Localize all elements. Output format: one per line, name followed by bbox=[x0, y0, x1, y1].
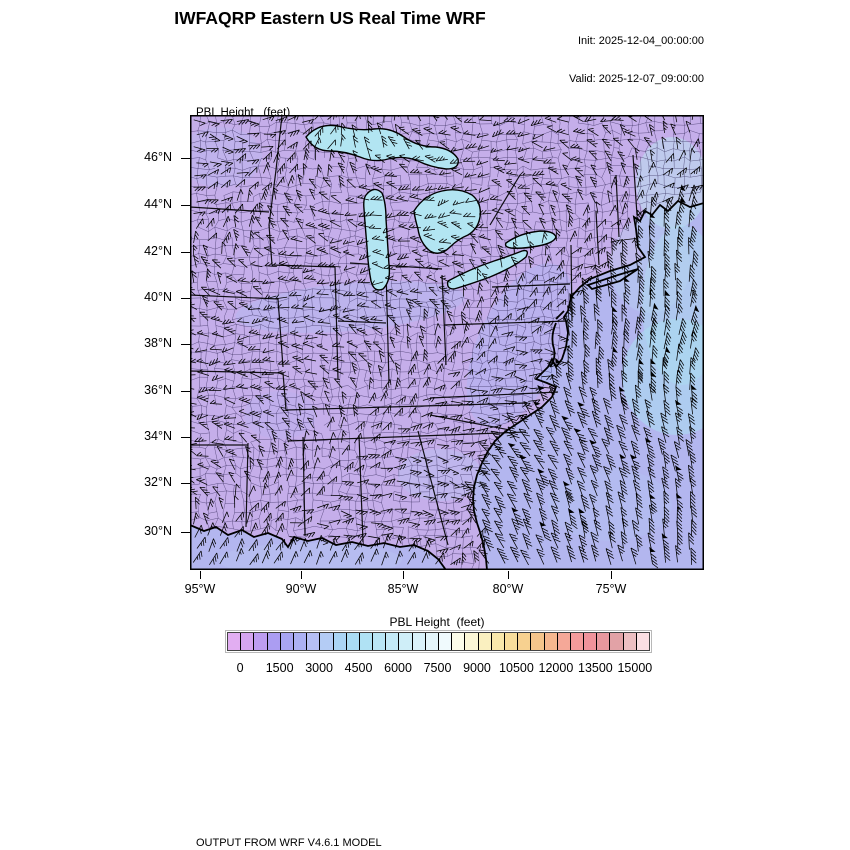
colorbar-cell-14 bbox=[412, 633, 426, 650]
lat-tick-38°N bbox=[181, 343, 190, 345]
colorbar-cell-11 bbox=[373, 633, 387, 650]
colorbar-cell-6 bbox=[307, 633, 321, 650]
colorbar-cell-29 bbox=[610, 633, 624, 650]
init-valid-block: Init: 2025-12-04_00:00:00 Valid: 2025-12… bbox=[569, 10, 704, 110]
colorbar-cell-27 bbox=[584, 633, 598, 650]
colorbar-cell-31 bbox=[636, 633, 649, 650]
lon-label-75°W: 75°W bbox=[595, 582, 627, 596]
lat-tick-46°N bbox=[181, 157, 190, 159]
colorbar-cell-28 bbox=[597, 633, 611, 650]
lon-label-95°W: 95°W bbox=[184, 582, 216, 596]
lon-label-90°W: 90°W bbox=[285, 582, 317, 596]
colorbar-tick-9000: 9000 bbox=[463, 661, 491, 675]
colorbar-cell-7 bbox=[320, 633, 334, 650]
colorbar-tick-12000: 12000 bbox=[538, 661, 574, 675]
colorbar-cell-24 bbox=[544, 633, 558, 650]
lake-erie bbox=[446, 249, 529, 290]
page-title: IWFAQRP Eastern US Real Time WRF bbox=[174, 8, 486, 28]
lat-label-32°N: 32°N bbox=[144, 475, 172, 489]
colorbar-cell-10 bbox=[359, 633, 374, 650]
colorbar-tick-7500: 7500 bbox=[423, 661, 452, 675]
lake-superior bbox=[305, 124, 459, 170]
lat-label-36°N: 36°N bbox=[144, 383, 172, 397]
colorbar-cell-12 bbox=[386, 633, 400, 650]
footer-line-1: OUTPUT FROM WRF V4.6.1 MODEL bbox=[196, 837, 382, 849]
lat-label-38°N: 38°N bbox=[144, 336, 172, 350]
valid-time-label: Valid: 2025-12-07_09:00:00 bbox=[569, 72, 704, 85]
colorbar bbox=[225, 630, 652, 653]
lat-tick-30°N bbox=[181, 531, 190, 533]
colorbar-title: PBL Height (feet) bbox=[389, 615, 485, 629]
colorbar-cell-15 bbox=[425, 633, 439, 650]
lat-label-30°N: 30°N bbox=[144, 524, 172, 538]
colorbar-cell-13 bbox=[399, 633, 413, 650]
lon-label-80°W: 80°W bbox=[492, 582, 524, 596]
lat-label-46°N: 46°N bbox=[144, 150, 172, 164]
colorbar-tick-10500: 10500 bbox=[499, 661, 534, 675]
lon-tick-85°W bbox=[402, 571, 404, 579]
colorbar-cell-23 bbox=[531, 633, 545, 650]
init-time-label: Init: 2025-12-04_00:00:00 bbox=[578, 35, 704, 47]
lon-tick-95°W bbox=[199, 571, 201, 579]
lon-tick-75°W bbox=[610, 571, 612, 579]
colorbar-cell-22 bbox=[518, 633, 532, 650]
colorbar-cell-17 bbox=[452, 633, 466, 650]
colorbar-tick-0: 0 bbox=[236, 661, 244, 675]
colorbar-cell-25 bbox=[557, 633, 571, 650]
colorbar-tick-15000: 15000 bbox=[617, 661, 653, 675]
lake-huron bbox=[413, 188, 482, 254]
map-frame bbox=[190, 115, 704, 570]
lat-label-44°N: 44°N bbox=[144, 197, 172, 211]
footer-model-info: OUTPUT FROM WRF V4.6.1 MODEL WE = 310 ; … bbox=[196, 810, 629, 850]
colorbar-cell-18 bbox=[465, 633, 479, 650]
colorbar-cell-21 bbox=[504, 633, 519, 650]
lat-tick-40°N bbox=[181, 297, 190, 299]
colorbar-cell-19 bbox=[478, 633, 492, 650]
state-boundaries bbox=[190, 115, 638, 546]
colorbar-cell-0 bbox=[228, 633, 242, 650]
colorbar-cell-2 bbox=[254, 633, 268, 650]
lat-label-34°N: 34°N bbox=[144, 429, 172, 443]
colorbar-cell-3 bbox=[267, 633, 281, 650]
colorbar-cell-5 bbox=[293, 633, 308, 650]
lon-tick-90°W bbox=[300, 571, 302, 579]
colorbar-cell-20 bbox=[491, 633, 505, 650]
great-lakes bbox=[305, 124, 557, 291]
atlantic-ocean-fill bbox=[473, 201, 704, 570]
lat-tick-34°N bbox=[181, 436, 190, 438]
colorbar-tick-4500: 4500 bbox=[344, 661, 373, 675]
colorbar-cell-30 bbox=[623, 633, 637, 650]
wind-barbs bbox=[190, 115, 704, 569]
lat-tick-44°N bbox=[181, 204, 190, 206]
lon-tick-80°W bbox=[507, 571, 509, 579]
lat-label-40°N: 40°N bbox=[144, 290, 172, 304]
lon-label-85°W: 85°W bbox=[387, 582, 419, 596]
colorbar-tick-6000: 6000 bbox=[384, 661, 412, 675]
colorbar-cell-9 bbox=[346, 633, 360, 650]
colorbar-cell-16 bbox=[439, 633, 453, 650]
colorbar-cell-4 bbox=[280, 633, 294, 650]
colorbar-tick-3000: 3000 bbox=[305, 661, 333, 675]
pbl-wind-map bbox=[190, 115, 704, 570]
colorbar-tick-1500: 1500 bbox=[265, 661, 294, 675]
lat-label-42°N: 42°N bbox=[144, 244, 172, 258]
colorbar-cell-8 bbox=[333, 633, 347, 650]
colorbar-cell-1 bbox=[241, 633, 255, 650]
map-area bbox=[190, 115, 704, 570]
colorbar-cell-26 bbox=[570, 633, 585, 650]
lat-tick-32°N bbox=[181, 482, 190, 484]
lat-tick-36°N bbox=[181, 390, 190, 392]
colorbar-tick-13500: 13500 bbox=[577, 661, 613, 675]
lat-tick-42°N bbox=[181, 251, 190, 253]
